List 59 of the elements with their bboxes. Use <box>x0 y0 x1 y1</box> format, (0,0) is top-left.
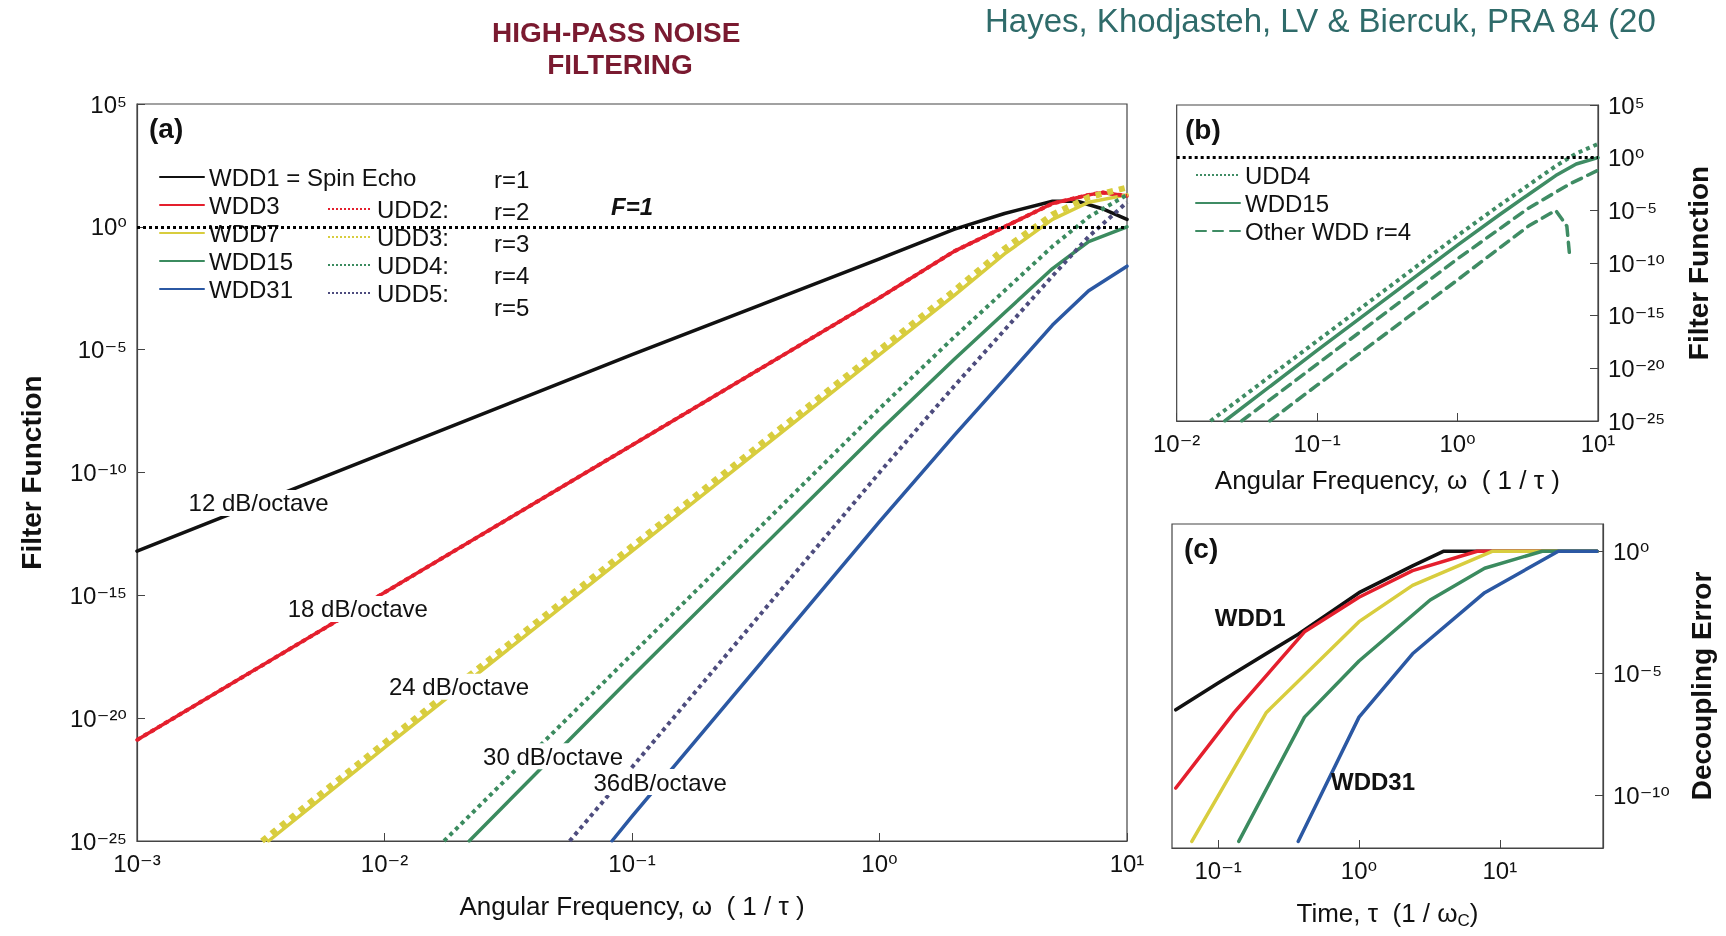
legend-label: UDD3: <box>377 223 450 251</box>
annotation: 30 dB/octave <box>483 742 624 770</box>
x-axis-title: Angular Frequency, ω ( 1 / τ ) <box>1214 465 1560 495</box>
x-tick-label: 10¹ <box>1109 849 1145 877</box>
annotation: r=2 <box>494 197 530 225</box>
x-axis-title: Angular Frequency, ω ( 1 / τ ) <box>459 891 805 921</box>
x-tick-label: 10⁻² <box>360 849 409 877</box>
y-tick-label: 10⁻⁵ <box>1613 659 1663 687</box>
y-tick-label: 10⁻¹⁰ <box>1608 249 1665 277</box>
y-tick-label: 10⁻¹⁰ <box>1613 781 1670 809</box>
x-tick-label: 10⁻¹ <box>1194 856 1242 884</box>
legend-label: WDD15 <box>1245 189 1330 217</box>
y-tick-label: 10⁵ <box>90 90 127 118</box>
annotation: r=3 <box>494 229 530 257</box>
y-tick-label: 10⁻⁵ <box>1608 196 1658 224</box>
y-axis-title: Filter Function <box>15 375 47 570</box>
y-tick-label: 10⁵ <box>1608 91 1645 119</box>
annotation: 36dB/octave <box>593 768 727 796</box>
text: Hayes, Khodjasteh, LV & Biercuk, PRA 84 (20 <box>985 2 1656 39</box>
legend-label: UDD2: <box>377 195 450 223</box>
ref-line-label: F=1 <box>610 193 654 221</box>
annotation: (b) <box>1185 113 1221 145</box>
legend-label: WDD15 <box>209 247 294 275</box>
annotation: 12 dB/octave <box>188 489 329 517</box>
y-tick-label: 10⁰ <box>90 213 127 241</box>
x-tick-label: 10⁻¹ <box>608 849 656 877</box>
annotation: (a) <box>149 112 184 144</box>
annotation: 24 dB/octave <box>388 673 530 701</box>
legend-label: UDD4: <box>377 251 450 279</box>
annotation: (c) <box>1184 532 1219 564</box>
y-tick-label: 10⁰ <box>1613 537 1650 565</box>
y-tick-label: 10⁻²⁰ <box>70 704 127 732</box>
x-tick-label: 10⁻¹ <box>1293 429 1341 457</box>
annotation: r=5 <box>494 293 530 321</box>
y-tick-label: 10⁻²⁰ <box>1608 354 1665 382</box>
chart-title: HIGH-PASS NOISE FILTERING <box>491 16 749 80</box>
legend-label: UDD5: <box>377 279 450 307</box>
legend-label: WDD31 <box>209 275 294 303</box>
x-tick-label: 10⁰ <box>1340 856 1378 884</box>
x-tick-label: 10⁻² <box>1153 429 1201 457</box>
annotation: 18 dB/octave <box>287 595 428 623</box>
legend-label: WDD3 <box>209 191 280 219</box>
y-axis-title: Filter Function <box>1682 165 1714 361</box>
legend-label: UDD4 <box>1245 161 1311 189</box>
legend-label: WDD1 = Spin Echo <box>209 163 417 191</box>
x-tick-label: 10⁰ <box>1439 429 1476 457</box>
x-tick-label: 10¹ <box>1482 856 1518 884</box>
y-tick-label: 10⁻¹⁰ <box>70 459 127 486</box>
y-tick-label: 10⁻¹⁵ <box>69 581 127 609</box>
series-label: WDD1 <box>1214 603 1286 631</box>
y-axis-title: Decoupling Error <box>1685 571 1717 801</box>
y-tick-label: 10⁻⁵ <box>77 336 127 364</box>
y-tick-label: 10⁻¹⁵ <box>1608 302 1666 330</box>
annotation: r=4 <box>494 261 530 289</box>
annotation: r=1 <box>494 165 530 193</box>
series-label: WDD31 <box>1331 767 1416 795</box>
x-tick-label: 10⁰ <box>861 849 898 877</box>
y-tick-label: 10⁰ <box>1608 144 1645 172</box>
legend-label: Other WDD r=4 <box>1245 217 1412 245</box>
